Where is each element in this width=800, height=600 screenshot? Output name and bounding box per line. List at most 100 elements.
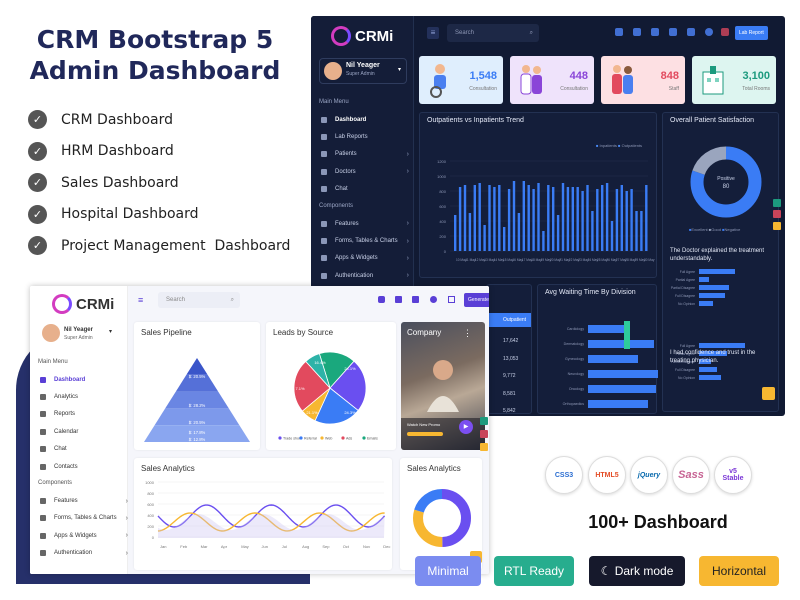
bar	[620, 185, 623, 251]
sidebar-item-features[interactable]: Features ›	[319, 215, 409, 232]
sidebar-item-patients[interactable]: Patients ›	[319, 146, 409, 163]
grid-icon[interactable]	[395, 296, 402, 303]
pie-label: 21.1%	[306, 410, 318, 415]
color-theme-tab[interactable]	[480, 417, 488, 425]
cart-icon[interactable]	[669, 28, 677, 36]
sidebar-item-label: Features	[335, 220, 359, 227]
sidebar-item-label: Analytics	[54, 394, 79, 401]
dark-user-card[interactable]: Nil Yeager Super Admin ▾	[319, 58, 407, 84]
light-logo[interactable]: CRMi	[52, 294, 114, 314]
sidebar-item-authentication[interactable]: Authentication ›	[319, 267, 409, 284]
check-icon: ✓	[28, 173, 47, 193]
lab-report-button[interactable]: Lab Report	[735, 26, 768, 40]
sidebar-item-dashboard[interactable]: Dashboard	[38, 371, 128, 388]
sidebar-item-features[interactable]: Features ›	[38, 492, 128, 509]
menu-toggle-icon[interactable]: ≡	[427, 27, 439, 39]
bar	[591, 211, 594, 251]
sidebar-item-doctors[interactable]: Doctors ›	[319, 163, 409, 180]
card-title: Overall Patient Satisfaction	[670, 117, 755, 124]
css3-icon: CSS3	[554, 471, 574, 479]
card-title: Avg Waiting Time By Division	[545, 289, 636, 296]
settings-fab-icon[interactable]	[762, 387, 775, 400]
lock-icon	[321, 272, 327, 279]
play-icon[interactable]: ▶	[459, 420, 473, 434]
x-tick-label: 19 May	[541, 258, 552, 262]
logo-text: CRMi	[355, 27, 394, 45]
settings-icon[interactable]	[705, 28, 713, 36]
x-tick-label: Jan	[160, 544, 166, 549]
card-title: Sales Analytics	[407, 464, 461, 473]
feature-label: HRM Dashboard	[61, 143, 174, 160]
avatar	[324, 62, 342, 80]
sidebar-item-apps[interactable]: Apps & Widgets ›	[319, 250, 409, 267]
sidebar-item-contacts[interactable]: Contacts	[38, 458, 128, 475]
sidebar-item-lab-reports[interactable]: Lab Reports	[319, 128, 409, 145]
light-search-input[interactable]: Search ⌕	[158, 292, 240, 308]
x-tick-label: 10 May	[456, 258, 467, 262]
bar	[547, 185, 550, 251]
more-icon[interactable]: ⋮	[463, 328, 472, 338]
expand-icon[interactable]	[448, 296, 455, 303]
sidebar-item-calendar[interactable]: Calendar	[38, 423, 128, 440]
sidebar-item-chat[interactable]: Chat	[319, 181, 409, 198]
bar	[699, 293, 725, 298]
bar	[552, 187, 555, 251]
sidebar-item-apps[interactable]: Apps & Widgets ›	[38, 527, 128, 544]
forms-icon	[40, 515, 46, 522]
sidebar-item-forms[interactable]: Forms, Tables & Charts ›	[319, 232, 409, 249]
color-theme-tab[interactable]	[480, 443, 488, 451]
bar	[571, 187, 574, 251]
user-role: Super Admin	[346, 71, 375, 77]
grid-icon[interactable]	[633, 28, 641, 36]
sass-icon: Sass	[678, 469, 704, 481]
leads-pie-chart: 16.4% 24.1% 24.3% 21.1% 7.1% Trade show Referr…	[278, 351, 378, 441]
sidebar-item-analytics[interactable]: Analytics	[38, 388, 128, 405]
folder-icon[interactable]	[412, 296, 419, 303]
bar	[468, 213, 472, 251]
x-tick-label: 18 May	[531, 258, 542, 262]
chevron-right-icon: ›	[125, 549, 128, 557]
generate-report-button[interactable]: Generate Report	[464, 293, 489, 307]
card-title: Leads by Source	[273, 328, 334, 337]
menu-toggle-icon[interactable]: ≡	[138, 295, 144, 305]
dark-search-input[interactable]: Search ⌕	[447, 24, 539, 42]
bar-label: Full Agree	[680, 344, 695, 348]
bar	[556, 215, 560, 251]
sidebar-item-authentication[interactable]: Authentication ›	[38, 545, 128, 562]
color-theme-tab[interactable]	[773, 210, 781, 218]
flag-icon[interactable]	[721, 28, 729, 36]
color-theme-tab[interactable]	[480, 430, 488, 438]
search-placeholder: Search	[455, 30, 475, 36]
hero-title-line1: CRM Bootstrap 5	[36, 25, 274, 54]
sidebar-item-forms[interactable]: Forms, Tables & Charts ›	[38, 510, 128, 527]
legend-label: Negative	[724, 227, 741, 232]
sidebar-item-label: Contacts	[54, 463, 78, 470]
settings-icon[interactable]	[430, 296, 437, 303]
chat-icon	[321, 186, 327, 193]
sidebar-item-dashboard[interactable]: Dashboard	[319, 111, 409, 128]
feature-label: Sales Dashboard	[61, 174, 179, 191]
bar	[532, 189, 535, 251]
bell-icon[interactable]	[378, 296, 385, 303]
bell-icon[interactable]	[615, 28, 623, 36]
color-theme-tab[interactable]	[773, 222, 781, 230]
folder-icon[interactable]	[651, 28, 659, 36]
dark-logo[interactable]: CRMi	[331, 26, 393, 46]
company-card: Company ⋮ Watch New Promo ▶	[401, 322, 485, 450]
legend-dot-icon	[362, 436, 366, 440]
menu-header: Main Menu	[38, 359, 68, 365]
pie-label: 7.1%	[295, 386, 305, 391]
light-dashboard: CRMi Nil Yeager Super Admin ▾ Main Menu …	[30, 286, 489, 574]
search-placeholder: Search	[166, 297, 186, 303]
light-user-card[interactable]: Nil Yeager Super Admin ▾	[40, 324, 120, 348]
x-tick-label: Apr	[221, 544, 228, 549]
donut-center-value: 80	[723, 184, 730, 190]
sidebar-item-chat[interactable]: Chat	[38, 441, 128, 458]
sidebar-item-reports[interactable]: Reports	[38, 406, 128, 423]
html5-logo: HTML5	[588, 456, 626, 494]
color-theme-tab[interactable]	[773, 199, 781, 207]
moon-icon: ☾	[600, 564, 612, 578]
bar	[463, 185, 467, 251]
bar	[588, 325, 624, 333]
expand-icon[interactable]	[687, 28, 695, 36]
